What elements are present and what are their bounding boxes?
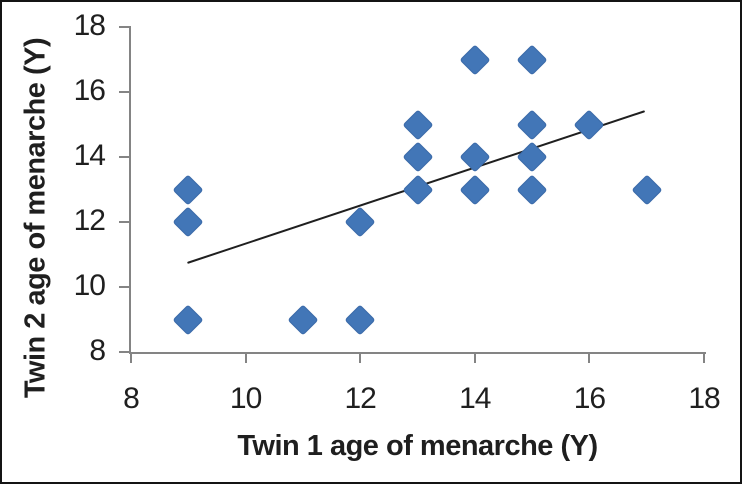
x-tick [359, 354, 362, 363]
x-tick [130, 354, 132, 363]
y-tick-label: 14 [73, 139, 106, 172]
x-tick-label: 14 [459, 382, 491, 415]
y-tick-label: 18 [73, 9, 106, 42]
x-tick-label: 18 [688, 382, 720, 415]
x-tick-label: 10 [229, 382, 262, 415]
y-tick [119, 91, 131, 93]
x-tick [244, 354, 247, 363]
x-tick-label: 16 [573, 382, 606, 415]
x-tick [703, 354, 705, 363]
y-tick [119, 26, 131, 28]
y-tick-label: 12 [73, 204, 106, 237]
y-tick [119, 156, 131, 158]
x-axis-title: Twin 1 age of menarche (Y) [237, 430, 598, 462]
y-tick-label: 10 [73, 269, 106, 302]
y-tick-label: 16 [73, 74, 106, 107]
x-tick [473, 354, 476, 363]
y-tick [119, 351, 131, 353]
x-tick [588, 354, 591, 363]
x-axis-line [129, 352, 706, 354]
y-tick [119, 286, 131, 288]
x-tick-label: 12 [344, 382, 377, 415]
x-tick-label: 8 [123, 382, 140, 415]
y-tick [119, 221, 131, 223]
y-tick-label: 8 [89, 334, 106, 367]
plot-area [131, 27, 704, 352]
y-axis-line [129, 27, 131, 354]
